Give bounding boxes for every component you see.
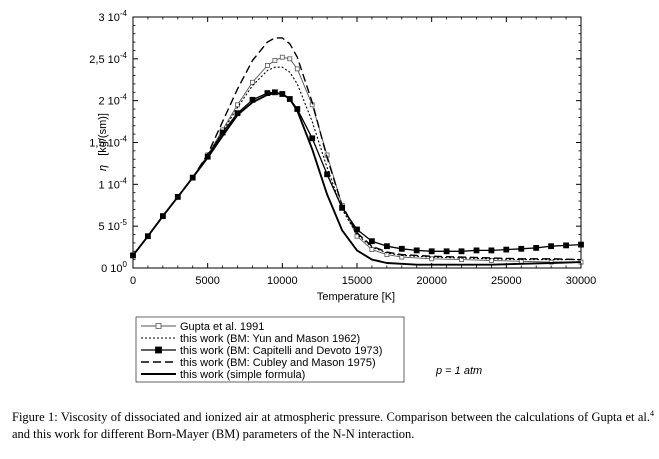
caption-lead: Figure 1: Viscosity of dissociated and i… <box>12 410 650 425</box>
legend-item-gupta-et-al-1991: Gupta et al. 1991 <box>141 321 264 333</box>
legend-item-this-work-bm-cubley-and-mason-1975: this work (BM: Cubley and Mason 1975) <box>141 357 376 369</box>
data-point-this-work-bm-capitelli-and-devoto-1973 <box>309 135 316 142</box>
x-tick-label: 25000 <box>491 275 522 287</box>
data-point-gupta-et-al-1991 <box>287 56 293 62</box>
data-point-gupta-et-al-1991 <box>429 256 435 262</box>
x-tick-label: 5000 <box>195 275 219 287</box>
legend-marker <box>155 323 162 329</box>
legend-label: this work (BM: Cubley and Mason 1975) <box>180 357 376 369</box>
ticks-group: 0 5000 10000 15000 20000 25000 30000 0 100 5 10-… <box>89 9 596 287</box>
x-tick-label: 10000 <box>267 275 298 287</box>
data-point-gupta-et-al-1991 <box>369 247 375 253</box>
data-point-gupta-et-al-1991 <box>272 58 278 63</box>
data-point-this-work-bm-capitelli-and-devoto-1973 <box>548 243 554 250</box>
series-line-this-work-simple-formula <box>132 92 582 266</box>
figure-caption: Figure 1: Viscosity of dissociated and i… <box>12 405 654 443</box>
y-axis-unit: [kg/(sm)] <box>97 113 109 156</box>
data-point-gupta-et-al-1991 <box>264 63 270 68</box>
y-tick-label: 2 10-4 <box>98 93 127 108</box>
y-axis-symbol: η <box>97 165 109 171</box>
legend-item-this-work-simple-formula: this work (simple formula) <box>141 369 305 381</box>
data-point-this-work-bm-capitelli-and-devoto-1973 <box>488 247 495 254</box>
x-axis-label: Temperature [K] <box>317 291 395 303</box>
pressure-annotation: p = 1 atm <box>435 365 482 377</box>
y-tick-label: 1 10-4 <box>98 176 127 191</box>
x-tick-label: 20000 <box>416 275 447 287</box>
x-tick-label: 0 <box>130 275 136 287</box>
y-tick-label: 0 100 <box>101 260 127 275</box>
legend-item-this-work-bm-yun-and-mason-1962: this work (BM: Yun and Mason 1962) <box>141 333 360 345</box>
legend-label: Gupta et al. 1991 <box>180 321 264 333</box>
data-point-this-work-bm-capitelli-and-devoto-1973 <box>563 242 569 249</box>
caption-tail: and this work for different Born-Mayer (… <box>12 427 415 442</box>
x-tick-label: 30000 <box>566 275 597 287</box>
viscosity-chart: 0 5000 10000 15000 20000 25000 30000 0 100 5 10-… <box>89 9 596 383</box>
y-axis-label: η [kg/(sm)] <box>97 113 109 171</box>
y-tick-label: 2,5 10-4 <box>89 51 127 66</box>
data-point-this-work-bm-capitelli-and-devoto-1973 <box>503 246 510 253</box>
data-point-this-work-bm-capitelli-and-devoto-1973 <box>473 247 480 254</box>
data-point-this-work-bm-capitelli-and-devoto-1973 <box>383 243 390 250</box>
data-point-this-work-bm-capitelli-and-devoto-1973 <box>324 171 331 178</box>
data-point-gupta-et-al-1991 <box>279 54 285 60</box>
data-point-this-work-bm-capitelli-and-devoto-1973 <box>518 245 525 252</box>
data-point-this-work-bm-capitelli-and-devoto-1973 <box>413 247 420 254</box>
data-point-this-work-bm-capitelli-and-devoto-1973 <box>533 244 540 251</box>
data-point-gupta-et-al-1991 <box>294 66 300 72</box>
series-this-work-bm-cubley-and-mason-1975 <box>132 37 582 261</box>
data-point-this-work-bm-capitelli-and-devoto-1973 <box>368 238 375 245</box>
y-tick-label: 5 10-5 <box>98 218 127 233</box>
legend-box <box>135 316 405 383</box>
legend-label: this work (BM: Capitelli and Devoto 1973… <box>180 345 382 357</box>
data-point-this-work-bm-capitelli-and-devoto-1973 <box>398 245 405 252</box>
series-line-this-work-bm-cubley-and-mason-1975 <box>132 37 582 261</box>
data-point-gupta-et-al-1991 <box>250 79 255 85</box>
legend-label: this work (BM: Yun and Mason 1962) <box>180 333 360 345</box>
series-group <box>130 37 584 266</box>
data-point-this-work-bm-capitelli-and-devoto-1973 <box>428 248 435 255</box>
legend-marker <box>155 346 162 354</box>
data-point-this-work-bm-capitelli-and-devoto-1973 <box>458 248 465 255</box>
y-tick-label: 3 10-4 <box>98 9 127 24</box>
legend-label: this work (simple formula) <box>180 369 305 381</box>
data-point-gupta-et-al-1991 <box>488 258 494 263</box>
data-point-this-work-bm-capitelli-and-devoto-1973 <box>443 248 450 255</box>
caption-reference: 4 <box>650 409 654 418</box>
y-tick-label: 1,5 10-4 <box>89 135 127 150</box>
data-point-this-work-bm-capitelli-and-devoto-1973 <box>578 241 584 248</box>
legend-item-this-work-bm-capitelli-and-devoto-1973: this work (BM: Capitelli and Devoto 1973… <box>141 345 382 357</box>
x-tick-label: 15000 <box>342 275 373 287</box>
data-point-this-work-bm-capitelli-and-devoto-1973 <box>354 226 360 233</box>
series-this-work-simple-formula <box>132 92 582 266</box>
